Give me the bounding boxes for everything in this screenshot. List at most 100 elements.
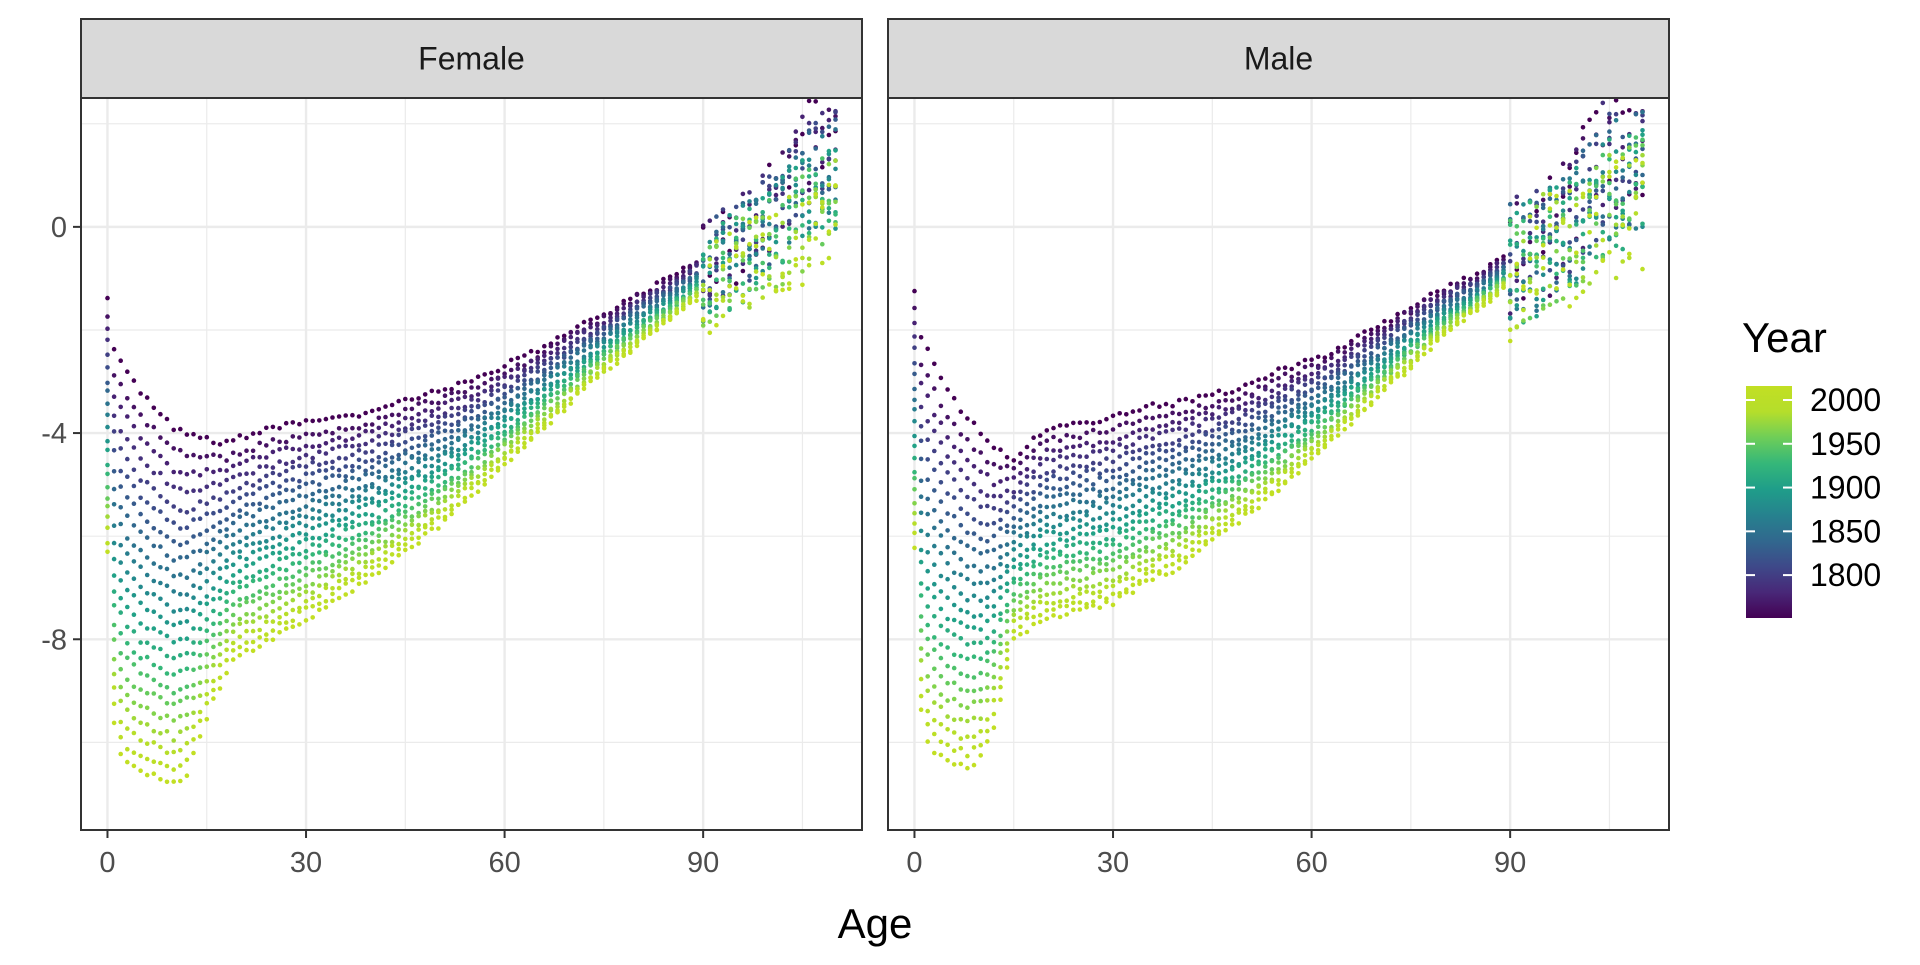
data-point xyxy=(1170,427,1175,433)
data-point xyxy=(1355,403,1361,409)
data-point xyxy=(971,688,977,694)
data-point xyxy=(171,749,176,755)
data-point xyxy=(1150,549,1155,554)
data-point xyxy=(971,715,977,721)
data-point xyxy=(1574,295,1579,301)
data-point xyxy=(1580,266,1586,271)
data-point xyxy=(958,687,964,692)
data-point xyxy=(1137,498,1142,504)
data-point xyxy=(489,388,494,393)
data-point xyxy=(403,428,408,434)
data-point xyxy=(429,413,435,419)
data-point xyxy=(1130,542,1136,547)
data-point xyxy=(1514,241,1520,247)
data-point xyxy=(568,360,574,365)
data-point xyxy=(1243,407,1248,413)
data-point xyxy=(310,525,316,531)
data-point xyxy=(1044,565,1050,570)
data-point xyxy=(820,110,825,116)
data-point xyxy=(1117,442,1122,447)
data-point xyxy=(1130,554,1136,560)
data-point xyxy=(1633,158,1639,163)
data-point xyxy=(1018,600,1023,605)
data-point xyxy=(951,652,957,658)
data-point xyxy=(938,642,944,647)
data-point xyxy=(230,463,236,469)
data-point xyxy=(376,425,382,431)
data-point xyxy=(1263,376,1268,381)
data-point xyxy=(561,398,567,404)
data-point xyxy=(1289,374,1294,380)
data-point xyxy=(303,418,309,423)
data-point xyxy=(687,263,693,269)
data-point xyxy=(1170,479,1175,484)
data-point xyxy=(363,459,368,465)
data-point xyxy=(317,468,322,474)
data-point xyxy=(1269,467,1275,472)
data-point xyxy=(985,717,990,722)
data-point xyxy=(462,407,468,413)
data-point xyxy=(270,437,276,442)
data-point xyxy=(1309,371,1314,377)
data-point xyxy=(297,551,302,557)
data-point xyxy=(1349,364,1354,369)
data-point xyxy=(317,550,322,555)
data-point xyxy=(1587,230,1592,235)
data-point xyxy=(1110,524,1116,530)
data-point xyxy=(1124,546,1129,551)
data-point xyxy=(376,485,382,491)
data-point xyxy=(131,523,137,528)
data-point xyxy=(376,415,382,421)
data-point xyxy=(1223,501,1228,507)
legend-colorbar xyxy=(1746,386,1792,618)
data-point xyxy=(1090,570,1096,576)
data-point xyxy=(561,378,567,384)
data-point xyxy=(1335,345,1341,351)
data-point xyxy=(1210,470,1215,476)
data-point xyxy=(429,470,435,475)
data-point xyxy=(224,458,229,463)
data-point xyxy=(297,435,302,440)
data-point xyxy=(1627,179,1632,184)
data-point xyxy=(760,272,765,277)
data-point xyxy=(158,715,163,721)
data-point xyxy=(575,324,580,329)
data-point xyxy=(317,601,322,607)
data-point xyxy=(793,257,799,262)
data-point xyxy=(555,410,560,415)
data-point xyxy=(1600,170,1606,175)
data-point xyxy=(918,362,924,368)
data-point xyxy=(217,641,223,647)
data-point xyxy=(1547,187,1553,192)
data-point xyxy=(542,398,547,403)
data-point xyxy=(217,566,223,571)
data-point xyxy=(184,773,190,778)
y-tick-label: -8 xyxy=(41,624,67,656)
data-point xyxy=(204,501,210,507)
data-point xyxy=(1090,531,1096,536)
data-point xyxy=(951,477,957,482)
data-point xyxy=(343,498,349,504)
data-point xyxy=(1229,493,1235,499)
data-point xyxy=(932,684,937,689)
data-point xyxy=(1428,297,1433,302)
data-point xyxy=(1130,582,1136,588)
data-point xyxy=(1064,603,1069,609)
data-point xyxy=(489,462,494,468)
data-point xyxy=(1547,293,1553,299)
data-point xyxy=(1335,386,1341,391)
data-point xyxy=(449,503,454,509)
data-point xyxy=(489,411,494,417)
data-point xyxy=(1547,206,1553,211)
data-point xyxy=(1388,341,1394,347)
data-point xyxy=(178,526,183,531)
data-point xyxy=(1540,197,1546,203)
data-point xyxy=(634,330,640,336)
data-point xyxy=(508,384,514,390)
data-point xyxy=(482,415,488,420)
data-point xyxy=(991,565,997,571)
data-point xyxy=(707,293,713,298)
data-point xyxy=(1249,407,1255,413)
data-point xyxy=(1190,421,1195,426)
data-point xyxy=(456,390,461,395)
